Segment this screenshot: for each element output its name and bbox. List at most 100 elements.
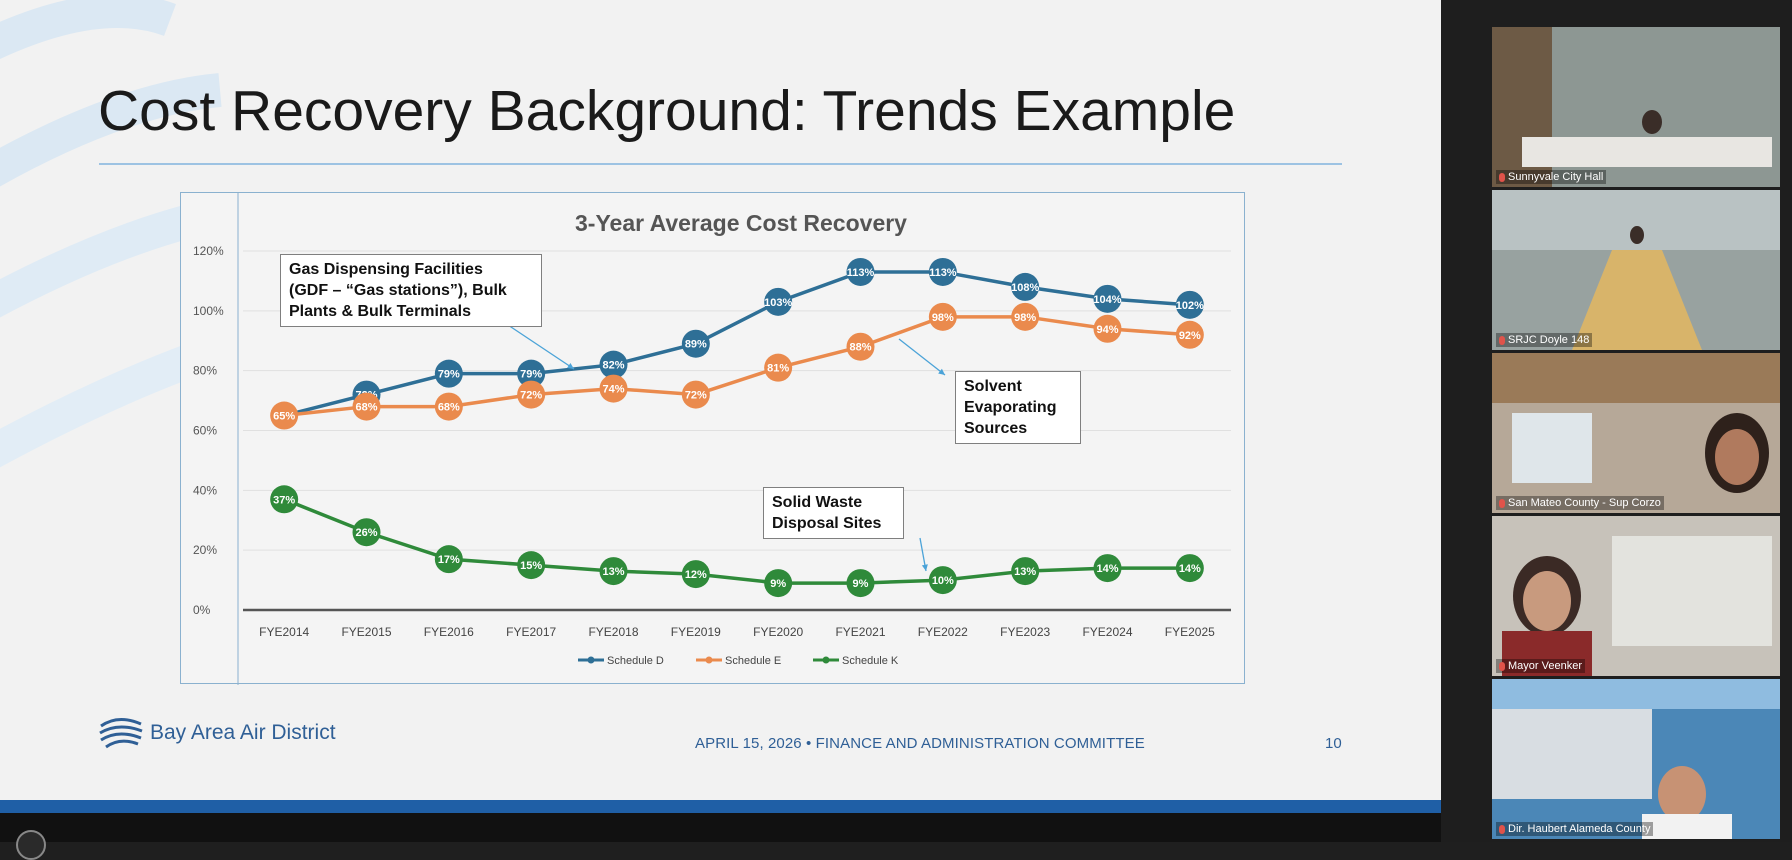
mic-muted-icon [1499, 661, 1505, 671]
callout-solvent: Solvent Evaporating Sources [955, 371, 1081, 444]
participant-name-text: SRJC Doyle 148 [1508, 334, 1590, 346]
data-point [846, 257, 875, 286]
participant-name: Dir. Haubert Alameda County [1496, 822, 1654, 836]
data-label: 10% [932, 575, 954, 587]
wave-logo-icon [99, 718, 143, 749]
title-divider [99, 163, 1342, 165]
data-point [764, 287, 793, 316]
data-label: 98% [932, 312, 954, 324]
participant-video [1492, 679, 1780, 839]
data-label: 65% [273, 411, 295, 423]
y-tick-label: 80% [193, 364, 217, 378]
sky [1492, 679, 1780, 709]
slide-footer: APRIL 15, 2026 • FINANCE AND ADMINISTRAT… [695, 735, 1145, 752]
x-tick-label: FYE2025 [1165, 625, 1215, 639]
meeting-control-button[interactable] [16, 830, 46, 860]
data-point [1175, 290, 1204, 319]
x-tick-label: FYE2016 [424, 625, 474, 639]
y-tick-label: 60% [193, 424, 217, 438]
data-label: 113% [929, 267, 957, 279]
data-point [270, 485, 299, 514]
callout-gdf-line-1: Gas Dispensing Facilities [289, 261, 483, 278]
data-label: 12% [685, 569, 707, 581]
callout-waste-line-1: Solid Waste [772, 494, 863, 511]
participant-tile-sunnyvale[interactable]: Sunnyvale City Hall [1492, 27, 1780, 187]
data-label: 72% [520, 390, 542, 402]
participant-name-text: Mayor Veenker [1508, 660, 1582, 672]
data-point [681, 329, 710, 358]
data-point [846, 569, 875, 598]
mic-muted-icon [1499, 172, 1505, 182]
slide-bottom-bar [0, 800, 1441, 813]
participant-tile-san-mateo[interactable]: San Mateo County - Sup Corzo [1492, 353, 1780, 513]
mic-muted-icon [1499, 335, 1505, 345]
participant-name-text: San Mateo County - Sup Corzo [1508, 497, 1661, 509]
data-label: 15% [520, 560, 542, 572]
cost-recovery-chart: 3-Year Average Cost Recovery 0% 20% 40% 60% 8… [193, 193, 1231, 685]
data-label: 72% [685, 390, 707, 402]
person-face [1523, 571, 1571, 631]
legend-marker [587, 656, 595, 664]
participant-tile-veenker[interactable]: Mayor Veenker [1492, 516, 1780, 676]
callout-gdf-line-3: Plants & Bulk Terminals [289, 303, 471, 320]
data-point [599, 557, 628, 586]
x-tick-label: FYE2017 [506, 625, 556, 639]
data-label: 68% [438, 402, 460, 414]
data-point [764, 569, 793, 598]
window-shape [1612, 536, 1772, 646]
y-tick-label: 20% [193, 543, 217, 557]
data-point [270, 401, 299, 430]
person-clothing [1502, 631, 1592, 676]
air-district-logo: Bay Area Air District [98, 716, 336, 750]
participant-name: Mayor Veenker [1496, 659, 1585, 673]
data-label: 17% [438, 554, 460, 566]
mic-muted-icon [1499, 498, 1505, 508]
data-label: 82% [602, 360, 624, 372]
x-tick-label: FYE2014 [259, 625, 309, 639]
chart-title: 3-Year Average Cost Recovery [575, 210, 907, 236]
data-label: 74% [602, 384, 624, 396]
data-point [1011, 302, 1040, 331]
legend-label: Schedule E [725, 655, 781, 667]
participant-name: SRJC Doyle 148 [1496, 333, 1593, 347]
ceiling-wood [1492, 353, 1780, 403]
data-label: 37% [273, 494, 295, 506]
data-label: 9% [770, 578, 786, 590]
slide-title: Cost Recovery Background: Trends Example [98, 79, 1236, 143]
callout-waste: Solid Waste Disposal Sites [763, 487, 904, 539]
conference-table [1572, 250, 1702, 350]
data-label: 98% [1014, 312, 1036, 324]
participant-tile-haubert[interactable]: Dir. Haubert Alameda County [1492, 679, 1780, 839]
data-point [352, 518, 381, 547]
data-label: 103% [764, 297, 792, 309]
city-buildings [1492, 709, 1652, 799]
data-label: 68% [355, 402, 377, 414]
data-label: 14% [1179, 563, 1201, 575]
participant-video [1492, 353, 1780, 513]
legend-marker [705, 656, 713, 664]
legend-label: Schedule K [842, 655, 899, 667]
callout-solvent-line-2: Evaporating [964, 399, 1057, 416]
x-tick-label: FYE2022 [918, 625, 968, 639]
participant-name-text: Dir. Haubert Alameda County [1508, 823, 1651, 835]
data-label: 79% [520, 369, 542, 381]
person-shape [1630, 226, 1644, 244]
callout-arrow [898, 338, 946, 376]
series-line-2 [283, 497, 1190, 585]
x-tick-label: FYE2023 [1000, 625, 1050, 639]
callout-gdf-line-2: (GDF – “Gas stations”), Bulk [289, 282, 507, 299]
data-point [1011, 557, 1040, 586]
x-tick-label: FYE2018 [588, 625, 638, 639]
data-point [517, 551, 546, 580]
callout-solvent-line-3: Sources [964, 420, 1028, 437]
data-label: 79% [438, 369, 460, 381]
callout-solvent-line-1: Solvent [964, 378, 1022, 395]
data-point [928, 566, 957, 595]
data-label: 14% [1096, 563, 1118, 575]
chart-frame: 3-Year Average Cost Recovery 0% 20% 40% 60% 8… [180, 192, 1245, 685]
data-point [846, 332, 875, 361]
x-tick-label: FYE2020 [753, 625, 803, 639]
participant-tile-srjc[interactable]: SRJC Doyle 148 [1492, 190, 1780, 350]
x-tick-label: FYE2024 [1082, 625, 1132, 639]
data-label: 26% [355, 527, 377, 539]
